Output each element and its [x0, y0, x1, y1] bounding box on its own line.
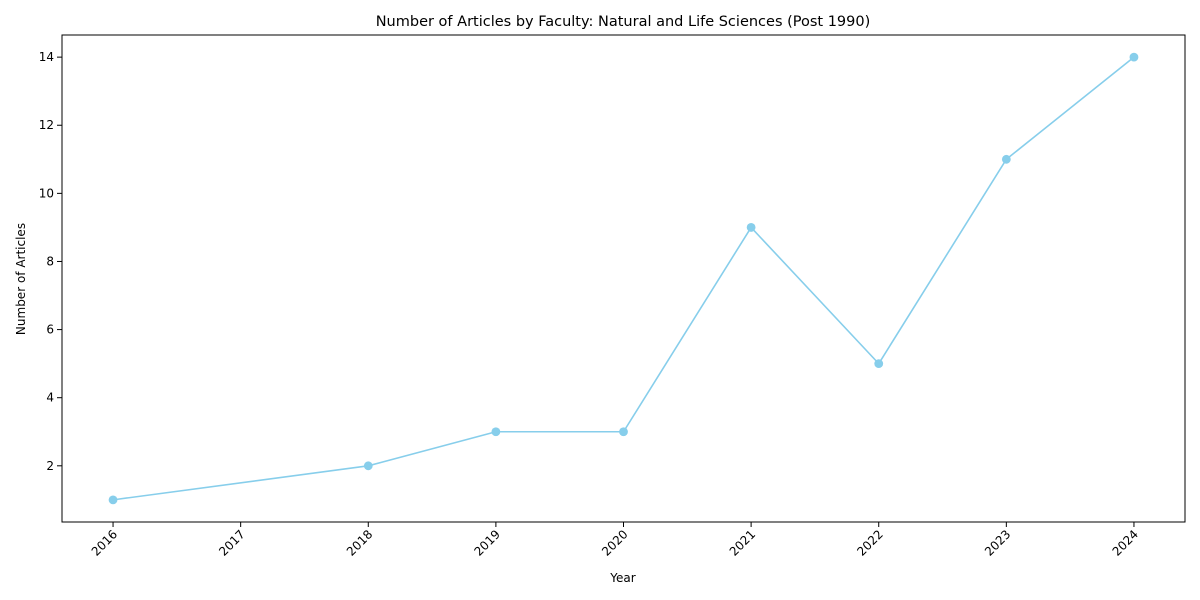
data-point: [746, 223, 756, 232]
series-line: [112, 56, 1135, 501]
y-axis-label: Number of Articles: [14, 223, 28, 335]
y-tick-label: 10: [39, 186, 54, 200]
axes-frame: [61, 34, 1186, 523]
y-tick-label: 6: [46, 323, 54, 337]
data-point: [619, 427, 628, 437]
x-tick-label: 2021: [727, 527, 758, 558]
x-tick-label: 2018: [344, 527, 375, 558]
data-point: [363, 461, 373, 471]
y-tick-label: 12: [39, 118, 54, 132]
data-point: [1001, 154, 1011, 164]
x-tick-label: 2020: [599, 527, 630, 558]
y-tick-label: 4: [46, 391, 54, 405]
data-point: [491, 427, 501, 437]
x-tick-label: 2016: [89, 527, 120, 558]
data-point: [1129, 52, 1139, 62]
x-tick-label: 2017: [216, 527, 247, 558]
x-tick-label: 2019: [472, 527, 503, 558]
plot-area: 2016 2017 2018 2019 2020 2021 2022 2023 2024 2 4 6 8…: [39, 34, 1186, 559]
x-axis-label: Year: [609, 571, 635, 585]
x-tick-label: 2023: [982, 527, 1013, 558]
y-tick-label: 8: [46, 254, 54, 268]
y-tick-label: 2: [46, 459, 54, 473]
x-tick-label: 2024: [1110, 527, 1141, 558]
data-point: [108, 495, 118, 505]
x-tick-label: 2022: [854, 527, 885, 558]
data-point: [874, 359, 884, 369]
y-tick-label: 14: [39, 50, 54, 64]
chart-title: Number of Articles by Faculty: Natural a…: [376, 14, 871, 30]
